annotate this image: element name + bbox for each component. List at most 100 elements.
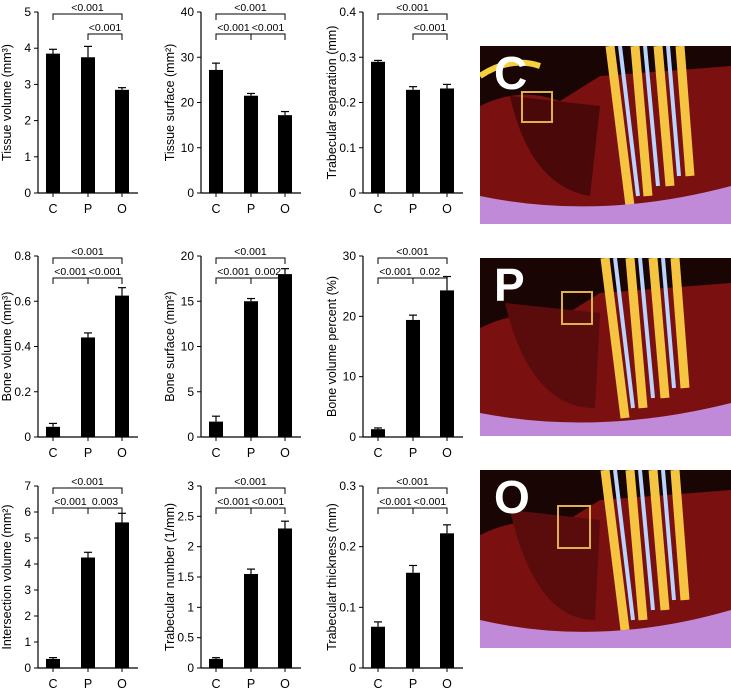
y-tick-label: 0.3 <box>339 479 356 493</box>
significance-bracket <box>52 13 123 20</box>
y-tick-label: 0 <box>187 661 194 675</box>
y-tick-label: 3 <box>24 77 31 91</box>
y-axis-label: Bone surface (mm²) <box>163 291 177 401</box>
micro-ct-scan-graphic <box>480 46 731 224</box>
bar <box>46 53 60 193</box>
bar <box>406 572 420 668</box>
x-tick-label: C <box>211 677 220 690</box>
y-tick-label: 0.1 <box>339 141 356 155</box>
bar <box>81 337 95 437</box>
y-tick-label: 2 <box>24 609 31 623</box>
micro-ct-image-p: P <box>480 258 731 436</box>
significance-bracket <box>215 507 252 514</box>
y-tick-label: 40 <box>181 5 195 19</box>
y-tick-label: 20 <box>181 96 195 110</box>
y-tick-label: 0 <box>349 661 356 675</box>
y-tick-label: 0.5 <box>177 631 194 645</box>
y-tick-label: 2 <box>24 114 31 128</box>
bar <box>115 89 129 193</box>
p-value-label: <0.001 <box>414 496 447 508</box>
y-tick-label: 0 <box>24 430 31 444</box>
p-value-label: <0.001 <box>234 246 267 258</box>
micro-ct-image-c: C <box>480 46 731 224</box>
x-tick-label: O <box>442 202 452 216</box>
y-tick-label: 0 <box>24 186 31 200</box>
bar <box>406 89 420 193</box>
x-tick-label: C <box>373 446 382 460</box>
y-axis-label: Intersection volume (mm²) <box>0 504 14 649</box>
significance-bracket <box>215 13 286 20</box>
significance-bracket <box>215 257 286 264</box>
y-tick-label: 0.2 <box>14 385 31 399</box>
significance-bracket <box>377 257 448 264</box>
bar <box>371 626 385 668</box>
p-value-label: <0.001 <box>414 22 447 34</box>
x-tick-label: O <box>117 677 127 690</box>
micro-ct-scan-graphic <box>480 258 731 436</box>
significance-bracket <box>52 277 89 284</box>
y-tick-label: 1 <box>24 635 31 649</box>
y-axis-label: Tissue volume (mm³) <box>0 44 14 161</box>
x-tick-label: P <box>247 202 255 216</box>
y-tick-label: 0.3 <box>339 50 356 64</box>
y-tick-label: 0.4 <box>14 340 31 354</box>
significance-bracket <box>215 487 286 494</box>
significance-bracket <box>87 507 123 514</box>
bar <box>209 69 223 193</box>
micro-ct-scan-graphic <box>480 470 731 648</box>
y-tick-label: 0 <box>349 430 356 444</box>
bar <box>440 290 454 437</box>
significance-bracket <box>377 13 448 20</box>
y-tick-label: 6 <box>24 505 31 519</box>
bar <box>440 533 454 668</box>
x-tick-label: P <box>84 677 92 690</box>
significance-bracket <box>250 33 286 40</box>
significance-bracket <box>377 507 414 514</box>
y-tick-label: 0 <box>349 186 356 200</box>
significance-bracket <box>87 33 123 40</box>
y-tick-label: 0 <box>187 430 194 444</box>
p-value-label: <0.001 <box>217 22 250 34</box>
significance-bracket <box>52 487 123 494</box>
p-value-label: <0.001 <box>89 22 122 34</box>
y-tick-label: 30 <box>181 50 195 64</box>
bar <box>46 658 60 668</box>
p-value-label: <0.001 <box>89 266 122 278</box>
bar <box>406 319 420 437</box>
bar <box>81 57 95 193</box>
y-tick-label: 20 <box>343 309 357 323</box>
y-tick-label: 0.6 <box>14 294 31 308</box>
significance-bracket <box>412 507 448 514</box>
bar <box>278 528 292 668</box>
y-tick-label: 20 <box>181 249 195 263</box>
significance-bracket <box>215 277 252 284</box>
x-tick-label: P <box>409 446 417 460</box>
image-letter: O <box>494 471 530 523</box>
significance-bracket <box>52 507 89 514</box>
p-value-label: 0.002 <box>255 266 281 278</box>
y-axis-label: Trabecular separation (mm) <box>325 26 339 180</box>
x-tick-label: P <box>247 446 255 460</box>
p-value-label: <0.001 <box>71 476 104 488</box>
significance-bracket <box>250 277 286 284</box>
y-tick-label: 15 <box>181 294 195 308</box>
x-tick-label: O <box>117 446 127 460</box>
y-tick-label: 0 <box>187 186 194 200</box>
significance-bracket <box>250 507 286 514</box>
image-letter: P <box>494 259 525 311</box>
p-value-label: <0.001 <box>54 496 87 508</box>
y-axis-label: Trabecular thickness (mm) <box>325 503 339 651</box>
bar <box>209 421 223 437</box>
significance-bracket <box>87 277 123 284</box>
p-value-label: <0.001 <box>396 476 429 488</box>
y-tick-label: 0.4 <box>339 5 356 19</box>
bar <box>209 658 223 668</box>
bar <box>115 522 129 668</box>
y-tick-label: 10 <box>181 141 195 155</box>
y-tick-label: 0 <box>24 661 31 675</box>
p-value-label: <0.001 <box>217 496 250 508</box>
x-tick-label: P <box>84 202 92 216</box>
bar <box>244 95 258 193</box>
p-value-label: <0.001 <box>252 22 285 34</box>
